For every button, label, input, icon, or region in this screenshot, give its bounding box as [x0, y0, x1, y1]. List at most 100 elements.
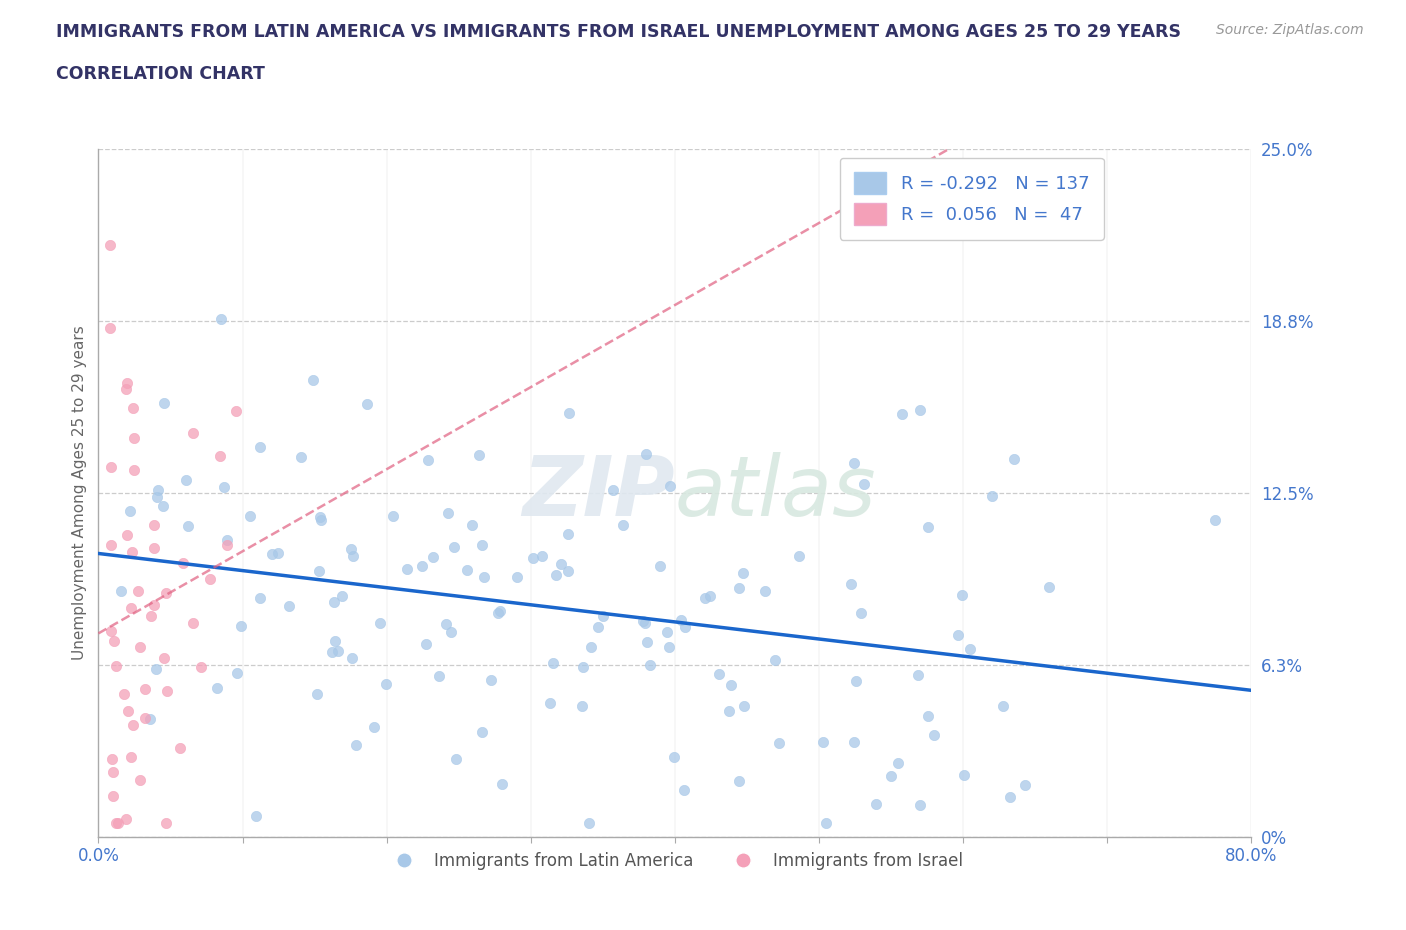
Point	[142, 540, 165, 555]
Point	[815, 816, 838, 830]
Point	[209, 312, 232, 326]
Point	[572, 660, 595, 675]
Point	[245, 809, 267, 824]
Point	[309, 512, 332, 527]
Point	[658, 640, 681, 655]
Point	[602, 483, 624, 498]
Point	[468, 447, 491, 462]
Point	[309, 510, 332, 525]
Point	[146, 483, 169, 498]
Point	[849, 605, 872, 620]
Point	[190, 659, 212, 674]
Point	[427, 669, 450, 684]
Point	[249, 439, 271, 454]
Point	[544, 567, 567, 582]
Point	[127, 583, 149, 598]
Point	[1038, 580, 1060, 595]
Point	[592, 608, 614, 623]
Point	[488, 604, 510, 618]
Point	[472, 570, 495, 585]
Point	[200, 571, 222, 586]
Point	[981, 488, 1004, 503]
Point	[908, 798, 931, 813]
Point	[550, 556, 572, 571]
Point	[139, 609, 162, 624]
Point	[217, 538, 239, 552]
Point	[811, 735, 834, 750]
Point	[558, 405, 581, 420]
Y-axis label: Unemployment Among Ages 25 to 29 years: Unemployment Among Ages 25 to 29 years	[72, 326, 87, 660]
Point	[145, 661, 167, 676]
Point	[205, 681, 228, 696]
Point	[356, 396, 378, 411]
Point	[522, 551, 544, 565]
Point	[330, 589, 353, 604]
Point	[342, 549, 364, 564]
Point	[655, 625, 678, 640]
Point	[124, 431, 146, 445]
Point	[908, 403, 931, 418]
Point	[418, 453, 440, 468]
Point	[155, 684, 177, 698]
Point	[139, 711, 162, 726]
Point	[673, 619, 696, 634]
Point	[122, 717, 145, 732]
Point	[120, 601, 142, 616]
Point	[249, 591, 271, 605]
Point	[578, 816, 600, 830]
Point	[110, 583, 132, 598]
Point	[101, 789, 124, 804]
Point	[1204, 513, 1226, 528]
Point	[754, 583, 776, 598]
Point	[415, 637, 437, 652]
Point	[323, 595, 346, 610]
Point	[471, 538, 494, 552]
Point	[579, 640, 602, 655]
Point	[880, 769, 903, 784]
Point	[121, 401, 143, 416]
Point	[101, 764, 124, 779]
Point	[673, 782, 696, 797]
Point	[104, 658, 127, 673]
Point	[321, 644, 343, 659]
Point	[105, 816, 128, 830]
Point	[727, 773, 749, 788]
Point	[461, 518, 484, 533]
Point	[1002, 452, 1025, 467]
Point	[586, 619, 609, 634]
Point	[98, 320, 121, 335]
Point	[917, 709, 939, 724]
Point	[505, 569, 527, 584]
Point	[845, 673, 868, 688]
Point	[538, 696, 561, 711]
Point	[636, 446, 658, 461]
Point	[731, 565, 754, 580]
Text: CORRELATION CHART: CORRELATION CHART	[56, 65, 266, 83]
Point	[638, 658, 661, 672]
Point	[278, 598, 301, 613]
Point	[229, 619, 252, 634]
Point	[152, 498, 174, 513]
Point	[339, 542, 361, 557]
Point	[650, 559, 672, 574]
Point	[381, 509, 404, 524]
Point	[114, 381, 136, 396]
Point	[440, 625, 463, 640]
Point	[396, 562, 419, 577]
Point	[176, 473, 198, 488]
Point	[728, 580, 751, 595]
Point	[115, 812, 138, 827]
Point	[145, 490, 167, 505]
Point	[153, 395, 176, 410]
Point	[122, 462, 145, 477]
Point	[120, 504, 142, 519]
Point	[1014, 777, 1036, 792]
Point	[444, 751, 467, 766]
Point	[917, 519, 939, 534]
Point	[142, 598, 165, 613]
Point	[107, 816, 129, 830]
Point	[181, 426, 204, 441]
Point	[305, 686, 328, 701]
Point	[112, 686, 135, 701]
Point	[787, 549, 810, 564]
